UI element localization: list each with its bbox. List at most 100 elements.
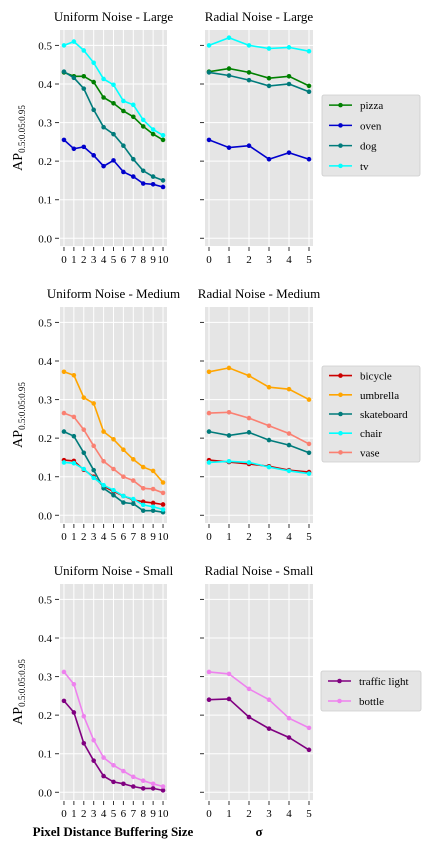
x-tick-label: 7 [131,254,137,266]
data-point-bottle [121,768,126,774]
data-point-traffic-light [286,735,292,740]
series-bottle [61,669,166,789]
x-tick-label: 10 [158,531,170,543]
x-tick-label: 8 [140,808,146,820]
series-line-traffic-light [208,698,310,751]
data-point-chair [226,458,232,464]
y-tick-label: 0.5 [38,594,52,606]
data-point-skateboard [150,508,156,513]
data-point-skateboard [81,450,87,456]
data-point-umbrella [160,480,166,485]
legend-entry-bottle: bottle [328,696,384,708]
series-chair [206,458,312,476]
y-tick-label: 0.4 [38,356,52,368]
data-point-pizza [266,75,272,81]
data-point-umbrella [121,447,126,453]
data-point-umbrella [111,437,116,442]
legend: bicycle umbrella skateboard chair vase [321,365,421,463]
data-point-tv [266,46,272,51]
y-axis-label: AP0.5:0.05:0.95 [11,105,27,171]
data-point-tv [101,76,106,82]
series-line-oven [208,139,310,161]
y-tick-label: 0.5 [38,317,52,329]
data-point-chair [206,460,212,465]
data-point-bottle [286,715,292,721]
series-line-skateboard [208,430,310,454]
y-tick-label: 0.1 [38,749,52,761]
data-point-dog [306,89,312,95]
legend-label: bottle [359,696,384,708]
data-point-bottle [150,781,156,787]
data-point-tv [91,60,96,66]
series-vase [206,410,312,447]
x-axis-label: σ [255,824,262,839]
data-point-traffic-light [121,781,126,787]
series-oven [61,137,166,190]
x-tick-label: 5 [306,531,312,543]
panel-uniform-noise-large: Uniform Noise - Large 0.0 0.1 0.2 0.3 0.4 0.5 0… [11,9,173,266]
data-point-vase [150,486,156,492]
series-line-chair [208,460,310,475]
y-tick-label: 0.0 [38,510,52,522]
legend-entry-umbrella: umbrella [329,390,399,402]
y-tick-label: 0.4 [38,79,52,91]
series-traffic-light [206,696,312,753]
y-tick-label: 0.4 [38,633,52,645]
data-point-tv [140,117,146,123]
data-point-pizza [226,66,232,71]
legend-label: traffic light [359,676,409,688]
legend-label: bicycle [360,371,392,383]
x-tick-label: 8 [140,531,146,543]
data-point-chair [101,482,106,488]
series-chair [61,460,166,512]
data-point-traffic-light [61,698,67,704]
panel-radial-noise-medium: Radial Noise - Medium 0 1 2 3 4 5 [198,286,320,543]
x-tick-label: 6 [121,254,127,266]
x-tick-label: 3 [266,808,272,820]
data-point-chair [140,502,146,508]
data-point-vase [121,474,126,480]
data-point-bottle [71,681,77,687]
data-point-dog [286,81,292,87]
data-point-oven [206,137,212,143]
legend-swatch-marker [337,678,342,684]
chart-title: Uniform Noise - Small [54,563,174,578]
data-point-chair [131,496,136,502]
legend-entry-pizza: pizza [329,100,383,112]
legend-entry-tv: tv [329,161,369,173]
data-point-vase [206,410,212,416]
data-point-bottle [81,714,87,719]
data-point-dog [140,168,146,174]
legend-entry-dog: dog [329,141,377,153]
legend-frame [321,365,421,463]
y-tick-label: 0.3 [38,672,52,684]
data-point-bottle [246,686,252,692]
data-point-dog [81,86,87,91]
data-point-vase [266,423,272,429]
x-tick-label: 0 [206,808,212,820]
legend-swatch-marker [338,102,343,108]
data-point-bottle [101,755,106,760]
data-point-umbrella [61,369,67,375]
x-axis-label: Pixel Distance Buffering Size [33,824,194,839]
series-vase [61,410,166,496]
data-point-tv [160,133,166,138]
data-point-oven [150,181,156,187]
x-tick-label: 2 [246,808,252,820]
data-point-umbrella [206,369,212,375]
y-tick-label: 0.3 [38,118,52,130]
data-point-pizza [111,100,116,106]
series-umbrella [61,369,166,485]
x-tick-label: 9 [150,808,156,820]
x-tick-label: 1 [226,808,232,820]
legend: pizza oven dog tv [321,94,421,177]
x-tick-label: 0 [61,531,67,543]
chart-title: Radial Noise - Large [205,9,314,24]
data-point-skateboard [111,492,116,498]
data-point-dog [71,75,77,81]
legend-label: chair [360,428,382,440]
data-point-oven [71,146,77,152]
data-point-oven [226,145,232,150]
data-point-umbrella [150,468,156,474]
data-point-vase [81,427,87,432]
